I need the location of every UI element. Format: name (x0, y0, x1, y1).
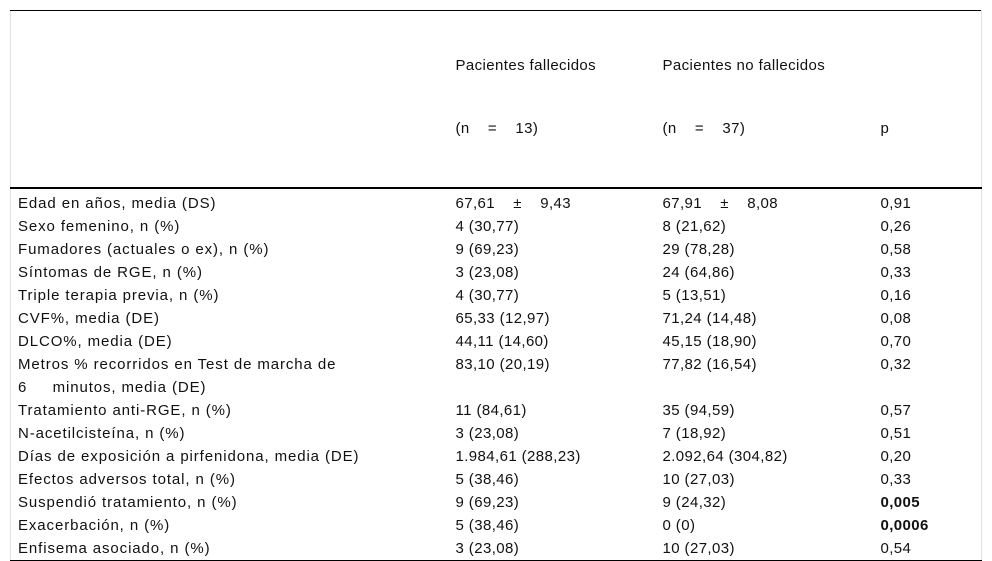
row-label: Exacerbación, n (%) (18, 517, 171, 534)
value-no-fallecidos: 71,24 (14,48) (662, 310, 757, 327)
value-fallecidos: 3 (23,08) (455, 425, 520, 442)
value-fallecidos: 1.984,61 (288,23) (455, 448, 581, 465)
row-label: Edad en años, media (DS) (18, 195, 217, 212)
header-p-label: p (880, 120, 890, 137)
table-row: Días de exposición a pirfenidona, media … (11, 445, 982, 468)
value-no-fallecidos: 10 (27,03) (662, 471, 735, 488)
table-row: Efectos adversos total, n (%) 5 (38,46) 10… (11, 468, 982, 491)
value-fallecidos: 4 (30,77) (455, 287, 520, 304)
row-label: Suspendió tratamiento, n (%) (18, 494, 238, 511)
value-no-fallecidos: 77,82 (16,54) (662, 356, 757, 373)
value-fallecidos: 3 (23,08) (455, 540, 520, 557)
table-row: Sexo femenino, n (%) 4 (30,77) 8 (21,62) 0,… (11, 215, 982, 238)
row-label: N-acetilcisteína, n (%) (18, 425, 186, 442)
value-no-fallecidos: 29 (78,28) (662, 241, 735, 258)
value-fallecidos: 67,61 ± 9,43 (455, 195, 572, 212)
p-value: 0,20 (880, 448, 912, 465)
p-value: 0,33 (880, 471, 912, 488)
p-value: 0,26 (880, 218, 912, 235)
header-fallecidos-title: Pacientes fallecidos (455, 57, 597, 74)
table-row: Exacerbación, n (%) 5 (38,46) 0 (0) 0,0006 (11, 514, 982, 537)
row-label: Metros % recorridos en Test de marcha de… (18, 356, 337, 396)
value-no-fallecidos: 35 (94,59) (662, 402, 735, 419)
header-group-no-fallecidos: Pacientes no fallecidos (n = 37) (662, 10, 881, 189)
p-value: 0,51 (880, 425, 912, 442)
row-label: Días de exposición a pirfenidona, media … (18, 448, 360, 465)
value-fallecidos: 9 (69,23) (455, 241, 520, 258)
table-row: N-acetilcisteína, n (%) 3 (23,08) 7 (18,92… (11, 422, 982, 445)
table-body: Edad en años, media (DS) 67,61 ± 9,43 67,9… (11, 188, 982, 561)
p-value: 0,54 (880, 540, 912, 557)
header-variable-column (10, 10, 456, 189)
row-label: Fumadores (actuales o ex), n (%) (18, 241, 270, 258)
value-no-fallecidos: 67,91 ± 8,08 (662, 195, 779, 212)
value-no-fallecidos: 5 (13,51) (662, 287, 727, 304)
p-value: 0,005 (880, 494, 921, 511)
value-fallecidos: 5 (38,46) (455, 471, 520, 488)
value-fallecidos: 4 (30,77) (455, 218, 520, 235)
row-label: Síntomas de RGE, n (%) (18, 264, 203, 281)
header-row: Pacientes fallecidos (n = 13) Pacientes … (10, 10, 982, 189)
p-value: 0,70 (880, 333, 912, 350)
patient-comparison-table: Pacientes fallecidos (n = 13) Pacientes … (10, 10, 982, 561)
p-value: 0,57 (880, 402, 912, 419)
table-row: CVF%, media (DE) 65,33 (12,97) 71,24 (14,4… (11, 307, 982, 330)
table-row: Fumadores (actuales o ex), n (%) 9 (69,23… (11, 238, 982, 261)
row-label: Sexo femenino, n (%) (18, 218, 181, 235)
p-value: 0,08 (880, 310, 912, 327)
value-fallecidos: 83,10 (20,19) (455, 356, 550, 373)
row-label: DLCO%, media (DE) (18, 333, 173, 350)
value-no-fallecidos: 8 (21,62) (662, 218, 727, 235)
p-value: 0,33 (880, 264, 912, 281)
table-row: DLCO%, media (DE) 44,11 (14,60) 45,15 (18,… (11, 330, 982, 353)
value-fallecidos: 5 (38,46) (455, 517, 520, 534)
row-label: Tratamiento anti-RGE, n (%) (18, 402, 232, 419)
table-row: Edad en años, media (DS) 67,61 ± 9,43 67,9… (11, 188, 982, 215)
row-label: CVF%, media (DE) (18, 310, 160, 327)
value-no-fallecidos: 45,15 (18,90) (662, 333, 757, 350)
table-row: Suspendió tratamiento, n (%) 9 (69,23) 9 (… (11, 491, 982, 514)
value-fallecidos: 65,33 (12,97) (455, 310, 550, 327)
header-no-fallecidos-title: Pacientes no fallecidos (662, 57, 826, 74)
row-label: Efectos adversos total, n (%) (18, 471, 236, 488)
value-no-fallecidos: 0 (0) (662, 517, 696, 534)
value-no-fallecidos: 7 (18,92) (662, 425, 727, 442)
p-value: 0,91 (880, 195, 912, 212)
table-row: Síntomas de RGE, n (%) 3 (23,08) 24 (64,86… (11, 261, 982, 284)
table-row: Triple terapia previa, n (%) 4 (30,77) 5 (… (11, 284, 982, 307)
header-fallecidos-n: (n = 13) (455, 120, 539, 137)
value-fallecidos: 11 (84,61) (455, 402, 527, 419)
table-row: Enfisema asociado, n (%) 3 (23,08) 10 (27,… (11, 537, 982, 561)
p-value: 0,16 (880, 287, 912, 304)
p-value: 0,58 (880, 241, 912, 258)
header-p-column: p (880, 10, 982, 189)
value-fallecidos: 44,11 (14,60) (455, 333, 549, 350)
row-label: Triple terapia previa, n (%) (18, 287, 220, 304)
value-no-fallecidos: 10 (27,03) (662, 540, 735, 557)
header-group-fallecidos: Pacientes fallecidos (n = 13) (455, 10, 663, 189)
row-label: Enfisema asociado, n (%) (18, 540, 211, 557)
value-no-fallecidos: 9 (24,32) (662, 494, 727, 511)
value-no-fallecidos: 2.092,64 (304,82) (662, 448, 788, 465)
p-value: 0,0006 (880, 517, 929, 534)
header-no-fallecidos-n: (n = 37) (662, 120, 746, 137)
value-fallecidos: 3 (23,08) (455, 264, 520, 281)
value-fallecidos: 9 (69,23) (455, 494, 520, 511)
value-no-fallecidos: 24 (64,86) (662, 264, 735, 281)
p-value: 0,32 (880, 356, 912, 373)
table-row: Metros % recorridos en Test de marcha de… (11, 353, 982, 399)
table-row: Tratamiento anti-RGE, n (%) 11 (84,61) 35 … (11, 399, 982, 422)
paper-page: Pacientes fallecidos (n = 13) Pacientes … (10, 10, 982, 561)
